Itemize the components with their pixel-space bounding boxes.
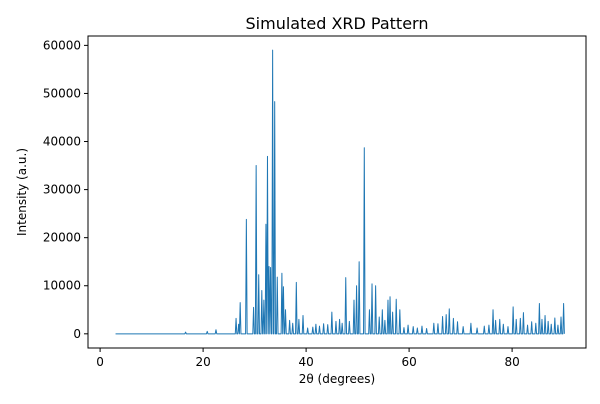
y-tick-label: 40000 (43, 135, 81, 149)
y-tick-label: 50000 (43, 86, 81, 100)
plot-area (87, 35, 587, 349)
x-tick-label: 80 (504, 355, 519, 369)
plot-frame (87, 35, 587, 349)
y-axis: 0 10000 20000 30000 40000 50000 60000 (43, 38, 88, 341)
y-tick-label: 20000 (43, 231, 81, 245)
y-tick-label: 10000 (43, 279, 81, 293)
y-tick-label: 60000 (43, 38, 81, 52)
x-tick-label: 0 (96, 355, 104, 369)
x-tick-label: 60 (401, 355, 416, 369)
y-tick-label: 0 (73, 327, 81, 341)
x-tick-label: 20 (195, 355, 210, 369)
y-tick-label: 30000 (43, 183, 81, 197)
chart-title: Simulated XRD Pattern (246, 14, 429, 33)
x-axis-label: 2θ (degrees) (299, 372, 375, 386)
x-tick-label: 40 (298, 355, 313, 369)
y-axis-label: Intensity (a.u.) (15, 148, 29, 236)
x-axis: 0 20 40 60 80 (96, 348, 520, 369)
series-line (115, 49, 565, 335)
